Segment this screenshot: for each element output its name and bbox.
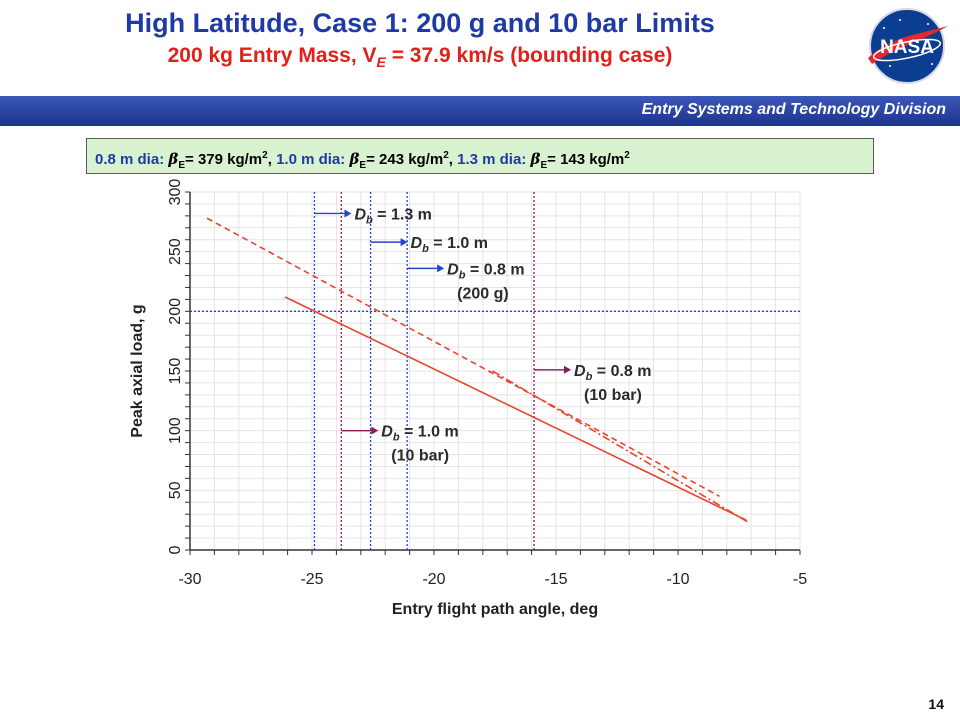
annotation-note: (10 bar) [584, 387, 642, 404]
annotation-symbol: D [447, 261, 459, 278]
annotation-arrowhead [564, 365, 572, 374]
info-sep1: , [267, 151, 277, 168]
annotation-label: Db = 0.8 m [447, 261, 524, 281]
annotation-subscript: b [586, 371, 593, 383]
peak-load-chart: -30 -25 -20 -15 -10 -5 0 50 100 150 200 250 300 Entry… [129, 179, 807, 618]
slide-title: High Latitude, Case 1: 200 g and 10 bar … [125, 8, 715, 38]
annotation-2: Db = 0.8 m (200 g) [407, 261, 525, 302]
annotation-label: Db = 1.0 m [381, 424, 458, 444]
y-tick-label: 0 [167, 545, 184, 554]
division-banner: Entry Systems and Technology Division [0, 96, 960, 126]
annotation-subscript: b [459, 269, 466, 281]
x-tick-label: -10 [666, 571, 689, 588]
annotation-1: Db = 1.0 m [370, 235, 488, 255]
subtitle-sub: E [376, 54, 386, 71]
info-b2: β [349, 150, 360, 168]
y-axis-label: Peak axial load, g [129, 304, 146, 437]
annotation-arrowhead [344, 209, 352, 218]
y-tick-label: 300 [167, 179, 184, 206]
y-tick-label: 50 [167, 481, 184, 499]
info-d1: 0.8 m dia: [95, 151, 165, 168]
annotation-subscript: b [366, 214, 373, 226]
annotation-arrowhead [400, 238, 408, 247]
y-tick-label: 150 [167, 358, 184, 385]
info-exp2: 2 [443, 150, 449, 161]
nasa-logo: NASA [868, 8, 948, 84]
info-exp1: 2 [262, 150, 268, 161]
x-tick-label: -5 [793, 571, 807, 588]
info-s3: E [540, 160, 548, 171]
logo-text: NASA [880, 37, 934, 58]
info-v3: = 143 kg/m [547, 151, 625, 168]
info-s1: E [178, 160, 186, 171]
annotation-0: Db = 1.3 m [314, 206, 432, 226]
annotation-arrowhead [437, 264, 445, 273]
info-d2: 1.0 m dia: [276, 151, 346, 168]
subtitle-pre: 200 kg Entry Mass, V [167, 44, 377, 67]
annotation-3: Db = 0.8 m (10 bar) [534, 363, 651, 404]
info-exp3: 2 [624, 150, 630, 161]
series-line-solid [284, 296, 747, 521]
annotation-symbol: D [411, 235, 423, 252]
annotation-value: = 1.0 m [429, 235, 488, 252]
subtitle-post: = 37.9 km/s (bounding case) [385, 44, 673, 67]
x-tick-label: -25 [300, 571, 323, 588]
annotation-label: Db = 0.8 m [574, 363, 651, 383]
y-tick-label: 200 [167, 298, 184, 325]
annotation-arrowhead [371, 426, 379, 435]
series-line-dashdot [492, 370, 750, 524]
info-d3: 1.3 m dia: [457, 151, 527, 168]
page-number: 14 [928, 696, 944, 712]
annotation-value: = 1.0 m [400, 424, 459, 441]
annotation-label: Db = 1.3 m [354, 206, 431, 226]
annotation-symbol: D [354, 206, 366, 223]
x-tick-label: -30 [178, 571, 201, 588]
annotation-value: = 1.3 m [373, 206, 432, 223]
annotation-symbol: D [381, 424, 393, 441]
annotation-note: (200 g) [457, 285, 509, 302]
annotation-symbol: D [574, 363, 586, 380]
annotation-value: = 0.8 m [592, 363, 651, 380]
series-line-dashed [206, 217, 720, 498]
slide-subtitle: 200 kg Entry Mass, VE = 37.9 km/s (bound… [0, 44, 840, 70]
info-b1: β [168, 150, 179, 168]
x-tick-label: -15 [544, 571, 567, 588]
annotation-subscript: b [393, 432, 400, 444]
division-name: Entry Systems and Technology Division [641, 101, 946, 118]
annotation-label: Db = 1.0 m [411, 235, 488, 255]
annotation-subscript: b [422, 243, 429, 255]
annotation-value: = 0.8 m [465, 261, 524, 278]
y-tick-label: 100 [167, 417, 184, 444]
annotation-note: (10 bar) [391, 448, 449, 465]
annotation-4: Db = 1.0 m (10 bar) [341, 424, 459, 465]
info-b3: β [530, 150, 541, 168]
y-tick-label: 250 [167, 238, 184, 265]
ballistic-coefficient-box: 0.8 m dia: βE= 379 kg/m2, 1.0 m dia: βE=… [86, 138, 874, 174]
info-s2: E [359, 160, 367, 171]
info-v1: = 379 kg/m [185, 151, 263, 168]
info-sep2: , [448, 151, 458, 168]
info-v2: = 243 kg/m [366, 151, 444, 168]
x-axis-label: Entry flight path angle, deg [392, 601, 598, 618]
x-tick-label: -20 [422, 571, 445, 588]
